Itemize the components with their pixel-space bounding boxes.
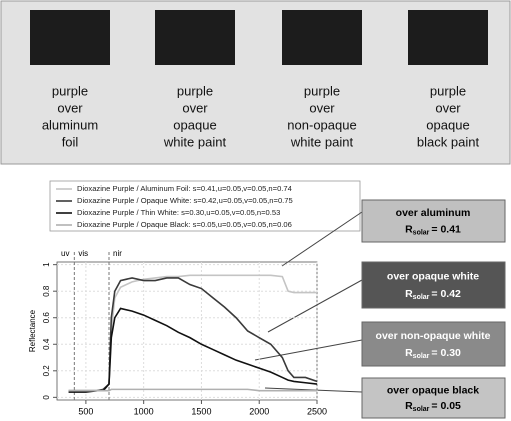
y-tick-label: 0.4 <box>42 338 51 350</box>
swatch-label: purple <box>177 83 213 98</box>
callout-part: solar <box>413 294 430 301</box>
region-label: nir <box>113 249 122 258</box>
swatch-label: over <box>309 100 335 115</box>
x-tick-label: 2500 <box>307 406 327 416</box>
callout-part: solar <box>413 406 430 413</box>
callout-title: over non-opaque white <box>376 330 491 342</box>
callout-part: solar <box>413 229 430 236</box>
swatch-label: foil <box>62 134 79 149</box>
callout-part: = 0.30 <box>431 347 461 359</box>
legend-label: Dioxazine Purple / Opaque Black: s=0.05,… <box>77 220 292 229</box>
y-tick-label: 0.6 <box>42 312 51 324</box>
swatch-label: purple <box>52 83 88 98</box>
swatch-label: over <box>57 100 83 115</box>
swatch-label: black paint <box>417 134 480 149</box>
x-tick-label: 1000 <box>134 406 154 416</box>
swatch-label: purple <box>430 83 466 98</box>
series-line <box>69 389 317 390</box>
x-tick-label: 2000 <box>249 406 269 416</box>
callout-title: over opaque black <box>387 385 479 397</box>
swatch-label: over <box>435 100 461 115</box>
x-tick-label: 500 <box>78 406 93 416</box>
callout-connectors <box>255 212 362 392</box>
series-line <box>69 278 317 391</box>
figure-svg: purple over aluminum foil purple over opaque wh… <box>0 0 511 421</box>
swatch-label: white paint <box>163 134 227 149</box>
callout-part: = 0.41 <box>431 223 461 235</box>
connector <box>268 280 362 332</box>
swatch <box>30 10 110 65</box>
y-tick-label: 0.8 <box>42 285 51 297</box>
swatch-label: white paint <box>290 134 354 149</box>
swatch-label: over <box>182 100 208 115</box>
swatch-label: opaque <box>173 117 216 132</box>
callout-title: over aluminum <box>396 207 471 219</box>
y-tick-label: 0.2 <box>42 365 51 377</box>
figure: purple over aluminum foil purple over opaque wh… <box>0 0 511 421</box>
region-label: vis <box>78 249 88 258</box>
y-tick-label: 1 <box>42 262 51 267</box>
series-line <box>69 308 317 392</box>
legend-label: Dioxazine Purple / Opaque White: s=0.42,… <box>77 196 293 205</box>
legend-label: Dioxazine Purple / Aluminum Foil: s=0.41… <box>77 184 292 193</box>
swatch <box>282 10 362 65</box>
x-tick-label: 1500 <box>191 406 211 416</box>
callout-box <box>362 262 505 308</box>
callout-part: solar <box>413 353 430 360</box>
callout-title: over opaque white <box>387 271 479 283</box>
region-label: uv <box>61 249 69 258</box>
callout-part: = 0.42 <box>431 288 461 300</box>
swatch-label: opaque <box>426 117 469 132</box>
callout-box <box>362 322 505 366</box>
swatch-label: non-opaque <box>287 117 356 132</box>
swatch <box>408 10 488 65</box>
y-tick-label: 0 <box>42 395 51 400</box>
swatch <box>155 10 235 65</box>
callout-part: = 0.05 <box>431 400 461 412</box>
legend-label: Dioxazine Purple / Thin White: s=0.30,u=… <box>77 208 280 217</box>
swatch-label: aluminum <box>42 117 98 132</box>
y-axis-label: Reflectance <box>28 309 37 352</box>
connector <box>255 340 362 360</box>
swatch-label: purple <box>304 83 340 98</box>
series-line <box>69 275 317 390</box>
